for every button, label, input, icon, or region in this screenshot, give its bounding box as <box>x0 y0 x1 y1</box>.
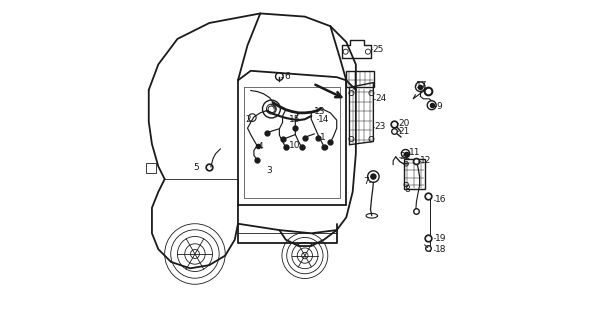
Text: 4: 4 <box>257 142 263 151</box>
Text: 10: 10 <box>289 141 300 150</box>
Text: 13: 13 <box>314 107 325 116</box>
Text: 1: 1 <box>320 133 326 142</box>
FancyBboxPatch shape <box>146 163 156 173</box>
Text: 5: 5 <box>193 163 199 172</box>
Text: 23: 23 <box>374 122 386 131</box>
Text: 19: 19 <box>435 234 447 243</box>
Text: 12: 12 <box>420 156 432 165</box>
Text: 11: 11 <box>410 148 421 157</box>
Text: 21: 21 <box>398 127 410 136</box>
Bar <box>346 71 374 87</box>
Text: 25: 25 <box>373 44 384 54</box>
Text: 14: 14 <box>318 115 330 124</box>
Text: 15: 15 <box>289 115 300 124</box>
Text: 7: 7 <box>363 177 368 186</box>
Bar <box>404 159 425 189</box>
Text: 24: 24 <box>375 94 386 103</box>
Text: 2: 2 <box>246 115 251 124</box>
Text: 17: 17 <box>416 81 428 90</box>
Text: 22: 22 <box>400 152 411 161</box>
Text: 6: 6 <box>285 72 290 81</box>
Text: 20: 20 <box>398 119 410 128</box>
Text: 18: 18 <box>435 245 447 254</box>
Text: 8: 8 <box>404 185 410 194</box>
Text: 16: 16 <box>435 195 447 204</box>
Text: 3: 3 <box>267 166 272 175</box>
Circle shape <box>371 174 376 179</box>
Text: 9: 9 <box>436 102 442 111</box>
